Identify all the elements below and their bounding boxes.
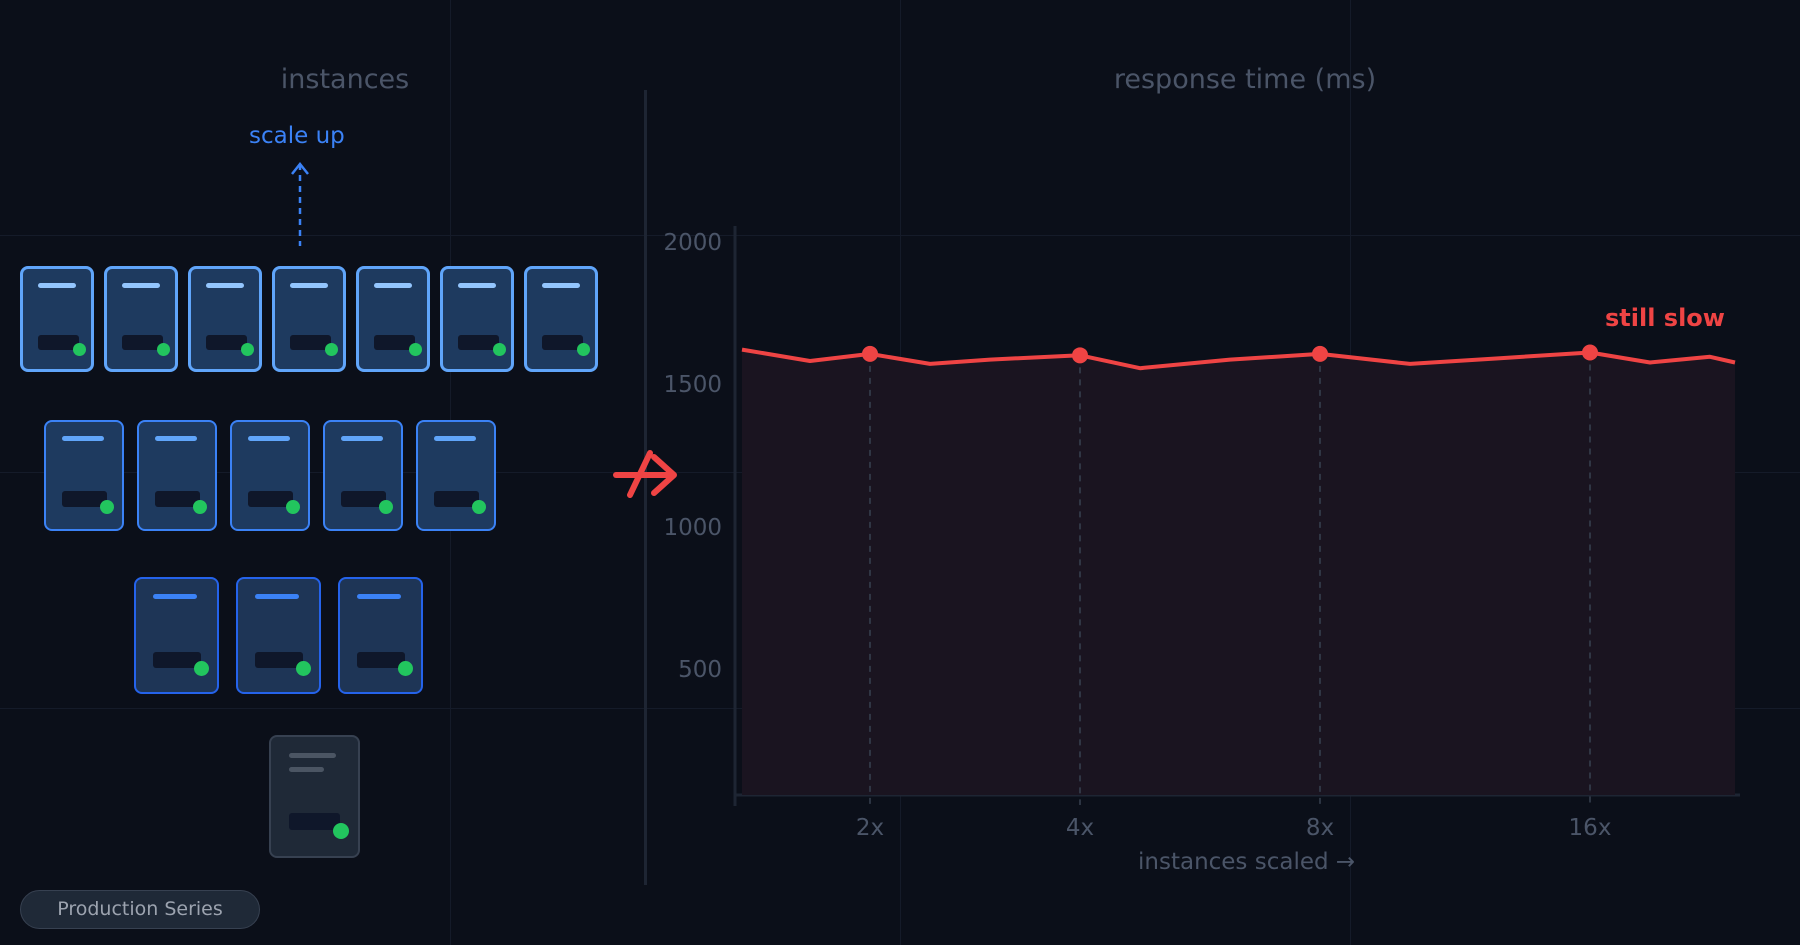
data-point — [1072, 347, 1088, 364]
server-status-bar — [255, 594, 299, 599]
server-instance — [524, 266, 598, 372]
y-tick-label: 1500 — [663, 372, 722, 398]
server-drive-slot — [374, 335, 415, 350]
server-instance — [356, 266, 430, 372]
server-status-led — [472, 500, 486, 514]
server-status-bar — [341, 436, 383, 441]
server-status-bar — [290, 283, 328, 288]
server-instance — [440, 266, 514, 372]
server-status-bar — [374, 283, 412, 288]
server-status-led — [193, 500, 207, 514]
server-drive-slot — [290, 335, 331, 350]
server-instance — [338, 577, 423, 694]
server-instance — [416, 420, 496, 531]
server-status-bar — [62, 436, 104, 441]
server-instance — [137, 420, 217, 531]
chart-title: response time (ms) — [1113, 64, 1377, 95]
scale-up-label: scale up — [249, 123, 345, 149]
server-status-bar — [289, 753, 336, 758]
server-status-led — [493, 343, 506, 356]
server-instance — [134, 577, 219, 694]
server-instance — [188, 266, 262, 372]
server-drive-slot — [153, 652, 201, 668]
server-drive-slot — [289, 813, 340, 830]
server-drive-slot — [248, 491, 293, 507]
server-status-led — [194, 661, 209, 676]
data-point — [1312, 345, 1328, 362]
x-tick-label: 4x — [1065, 815, 1095, 841]
server-drive-slot — [357, 652, 405, 668]
x-tick-label: 8x — [1305, 815, 1335, 841]
server-instance — [269, 735, 360, 858]
area-fill — [742, 349, 1735, 795]
still-slow-annotation: still slow — [1605, 304, 1725, 332]
server-status-led — [241, 343, 254, 356]
server-status-bar — [122, 283, 160, 288]
y-tick-label: 2000 — [663, 230, 722, 256]
server-instance — [272, 266, 346, 372]
response-time-line — [741, 347, 1736, 371]
server-status-bar — [153, 594, 197, 599]
server-instance — [236, 577, 321, 694]
server-status-led — [325, 343, 338, 356]
server-status-bar — [542, 283, 580, 288]
server-drive-slot — [155, 491, 200, 507]
server-status-bar — [289, 767, 324, 772]
data-point — [862, 345, 878, 362]
server-status-led — [73, 343, 86, 356]
server-drive-slot — [341, 491, 386, 507]
server-status-led — [157, 343, 170, 356]
server-drive-slot — [542, 335, 583, 350]
server-drive-slot — [458, 335, 499, 350]
server-status-led — [409, 343, 422, 356]
server-drive-slot — [255, 652, 303, 668]
server-status-led — [379, 500, 393, 514]
server-instance — [20, 266, 94, 372]
server-status-bar — [38, 283, 76, 288]
server-drive-slot — [122, 335, 163, 350]
x-axis-label: instances scaled → — [1138, 849, 1356, 875]
server-instance — [44, 420, 124, 531]
server-status-led — [286, 500, 300, 514]
instances-title: instances — [280, 64, 410, 95]
grid-line — [0, 235, 1800, 236]
server-drive-slot — [206, 335, 247, 350]
x-tick-label: 2x — [855, 815, 885, 841]
arrow-up-icon — [291, 161, 309, 246]
server-status-bar — [155, 436, 197, 441]
server-instance — [104, 266, 178, 372]
server-instance — [323, 420, 403, 531]
server-instance — [230, 420, 310, 531]
server-drive-slot — [62, 491, 107, 507]
server-status-led — [577, 343, 590, 356]
server-status-bar — [206, 283, 244, 288]
server-status-led — [296, 661, 311, 676]
server-status-bar — [357, 594, 401, 599]
server-status-led — [398, 661, 413, 676]
not-arrow-icon — [613, 450, 677, 498]
panel-divider — [644, 90, 647, 885]
server-status-bar — [248, 436, 290, 441]
x-tick-label: 16x — [1568, 815, 1612, 841]
y-tick-label: 1000 — [663, 515, 722, 541]
server-status-led — [333, 823, 349, 839]
server-status-bar — [434, 436, 476, 441]
server-status-bar — [458, 283, 496, 288]
server-status-led — [100, 500, 114, 514]
y-tick-label: 500 — [678, 657, 722, 683]
server-drive-slot — [434, 491, 479, 507]
data-point — [1582, 344, 1598, 361]
production-series-badge: Production Series — [20, 890, 260, 929]
server-drive-slot — [38, 335, 79, 350]
